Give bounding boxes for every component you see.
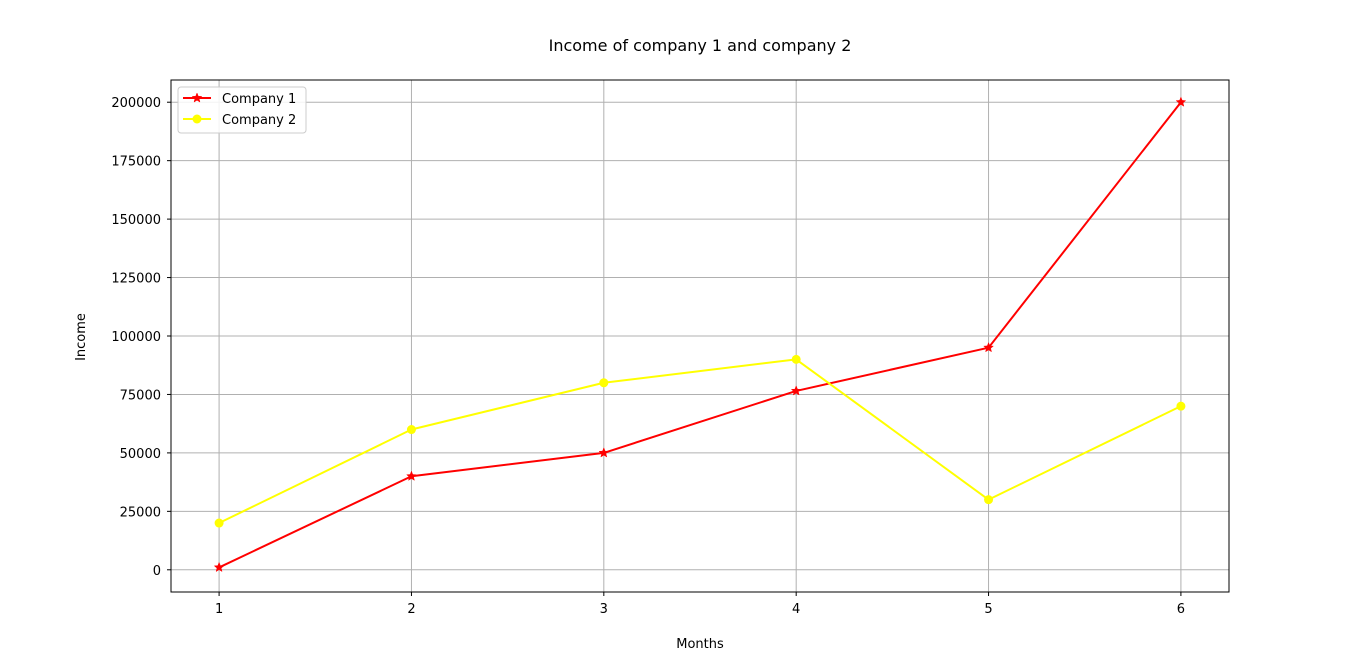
x-tick-label: 5 [984, 602, 992, 617]
data-point [213, 561, 225, 573]
y-tick-label: 25000 [120, 505, 161, 520]
legend-item: Company 1 [183, 92, 296, 107]
y-tick-label: 0 [153, 564, 161, 579]
x-tick-label: 2 [407, 602, 415, 617]
data-point [406, 470, 417, 481]
legend-label: Company 2 [222, 113, 296, 128]
chart-title: Income of company 1 and company 2 [549, 36, 852, 55]
data-point [1175, 96, 1187, 107]
grid [171, 80, 1229, 592]
data-point [983, 342, 994, 353]
legend: Company 1 Company 2 [177, 86, 307, 134]
x-axis-label: Months [676, 637, 724, 652]
x-tick-label: 1 [215, 602, 223, 617]
series-layer [213, 96, 1187, 573]
series-line [218, 101, 1182, 569]
legend-label: Company 1 [222, 92, 296, 107]
y-tick-label: 100000 [111, 330, 161, 345]
data-point [791, 354, 801, 364]
y-tick-label: 50000 [120, 447, 161, 462]
x-tick-label: 6 [1177, 602, 1185, 617]
series-line [218, 358, 1182, 524]
y-tick-label: 200000 [111, 96, 161, 111]
x-tick-label: 3 [600, 602, 608, 617]
x-tick-label: 4 [792, 602, 800, 617]
data-point [790, 385, 802, 396]
data-point [214, 518, 224, 528]
series-1 [213, 96, 1187, 573]
y-tick-label: 75000 [120, 388, 161, 403]
y-tick-label: 125000 [111, 272, 161, 287]
legend-marker [192, 114, 202, 124]
ticks: 1 2 3 4 5 6 0 25000 50000 75000 100000 125000 150000… [111, 96, 1185, 617]
y-axis-label: Income [74, 313, 89, 361]
data-point [599, 378, 609, 388]
data-point [598, 447, 610, 458]
data-point [1176, 401, 1186, 411]
series-2 [214, 354, 1186, 528]
legend-item: Company 2 [183, 113, 296, 128]
legend-marker [191, 92, 203, 103]
y-tick-label: 175000 [111, 155, 161, 170]
y-tick-label: 150000 [111, 213, 161, 228]
data-point [984, 495, 994, 505]
data-point [406, 425, 416, 435]
